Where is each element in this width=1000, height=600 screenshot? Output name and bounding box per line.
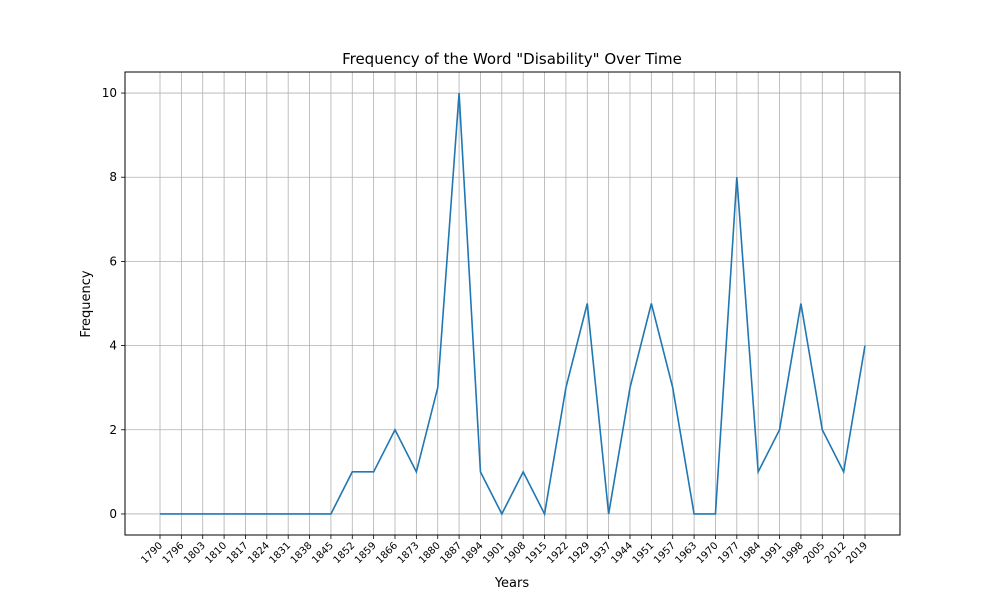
y-axis-ticks: 0 2 4 6 8 10 [102, 86, 125, 521]
x-tick-label: 1810 [203, 540, 229, 566]
x-tick-label: 1951 [631, 540, 657, 566]
x-tick-label: 1991 [759, 540, 785, 566]
x-tick-label: 1880 [417, 540, 443, 566]
x-tick-label: 1845 [310, 540, 336, 566]
x-tick-label: 1937 [588, 540, 614, 566]
x-tick-label: 1963 [673, 540, 699, 566]
x-tick-label: 1838 [289, 540, 315, 566]
x-tick-label: 1790 [139, 540, 165, 566]
x-tick-label: 1922 [545, 540, 571, 566]
x-tick-label: 1803 [182, 540, 208, 566]
x-tick-label: 1908 [503, 540, 529, 566]
x-tick-label: 1894 [460, 540, 486, 566]
series-layer [159, 92, 866, 517]
x-tick-label: 1817 [225, 540, 251, 566]
x-tick-label: 1957 [652, 540, 678, 566]
y-tick-label: 2 [109, 423, 117, 437]
y-tick-label: 4 [109, 339, 117, 353]
x-axis-ticks: 1790179618031810181718241831183818451852… [139, 535, 870, 566]
y-tick-label: 10 [102, 86, 117, 100]
x-tick-label: 1944 [609, 540, 635, 566]
x-tick-label: 1915 [524, 540, 550, 566]
y-tick-label: 0 [109, 507, 117, 521]
y-tick-label: 8 [109, 170, 117, 184]
x-tick-label: 1824 [246, 540, 272, 566]
x-tick-label: 1887 [438, 540, 464, 566]
x-tick-label: 1859 [353, 540, 379, 566]
x-tick-label: 1796 [161, 540, 187, 566]
x-tick-label: 2019 [844, 540, 870, 566]
x-tick-label: 1831 [268, 540, 294, 566]
x-tick-label: 1873 [396, 540, 422, 566]
x-tick-label: 1970 [695, 540, 721, 566]
y-tick-label: 6 [109, 254, 117, 268]
x-tick-label: 1866 [374, 540, 400, 566]
x-tick-label: 1977 [716, 540, 742, 566]
x-tick-label: 1929 [567, 540, 593, 566]
chart-title: Frequency of the Word "Disability" Over … [342, 50, 682, 68]
x-tick-label: 1984 [738, 540, 764, 566]
grid [125, 72, 900, 535]
x-axis-label: Years [494, 576, 530, 591]
x-tick-label: 1852 [332, 540, 358, 566]
y-axis-label: Frequency [79, 270, 94, 337]
x-tick-label: 2005 [802, 540, 828, 566]
plot-frame [124, 71, 901, 536]
series-line [160, 92, 866, 517]
x-tick-label: 1901 [481, 540, 507, 566]
x-tick-label: 2012 [823, 540, 849, 566]
x-tick-label: 1998 [780, 540, 806, 566]
